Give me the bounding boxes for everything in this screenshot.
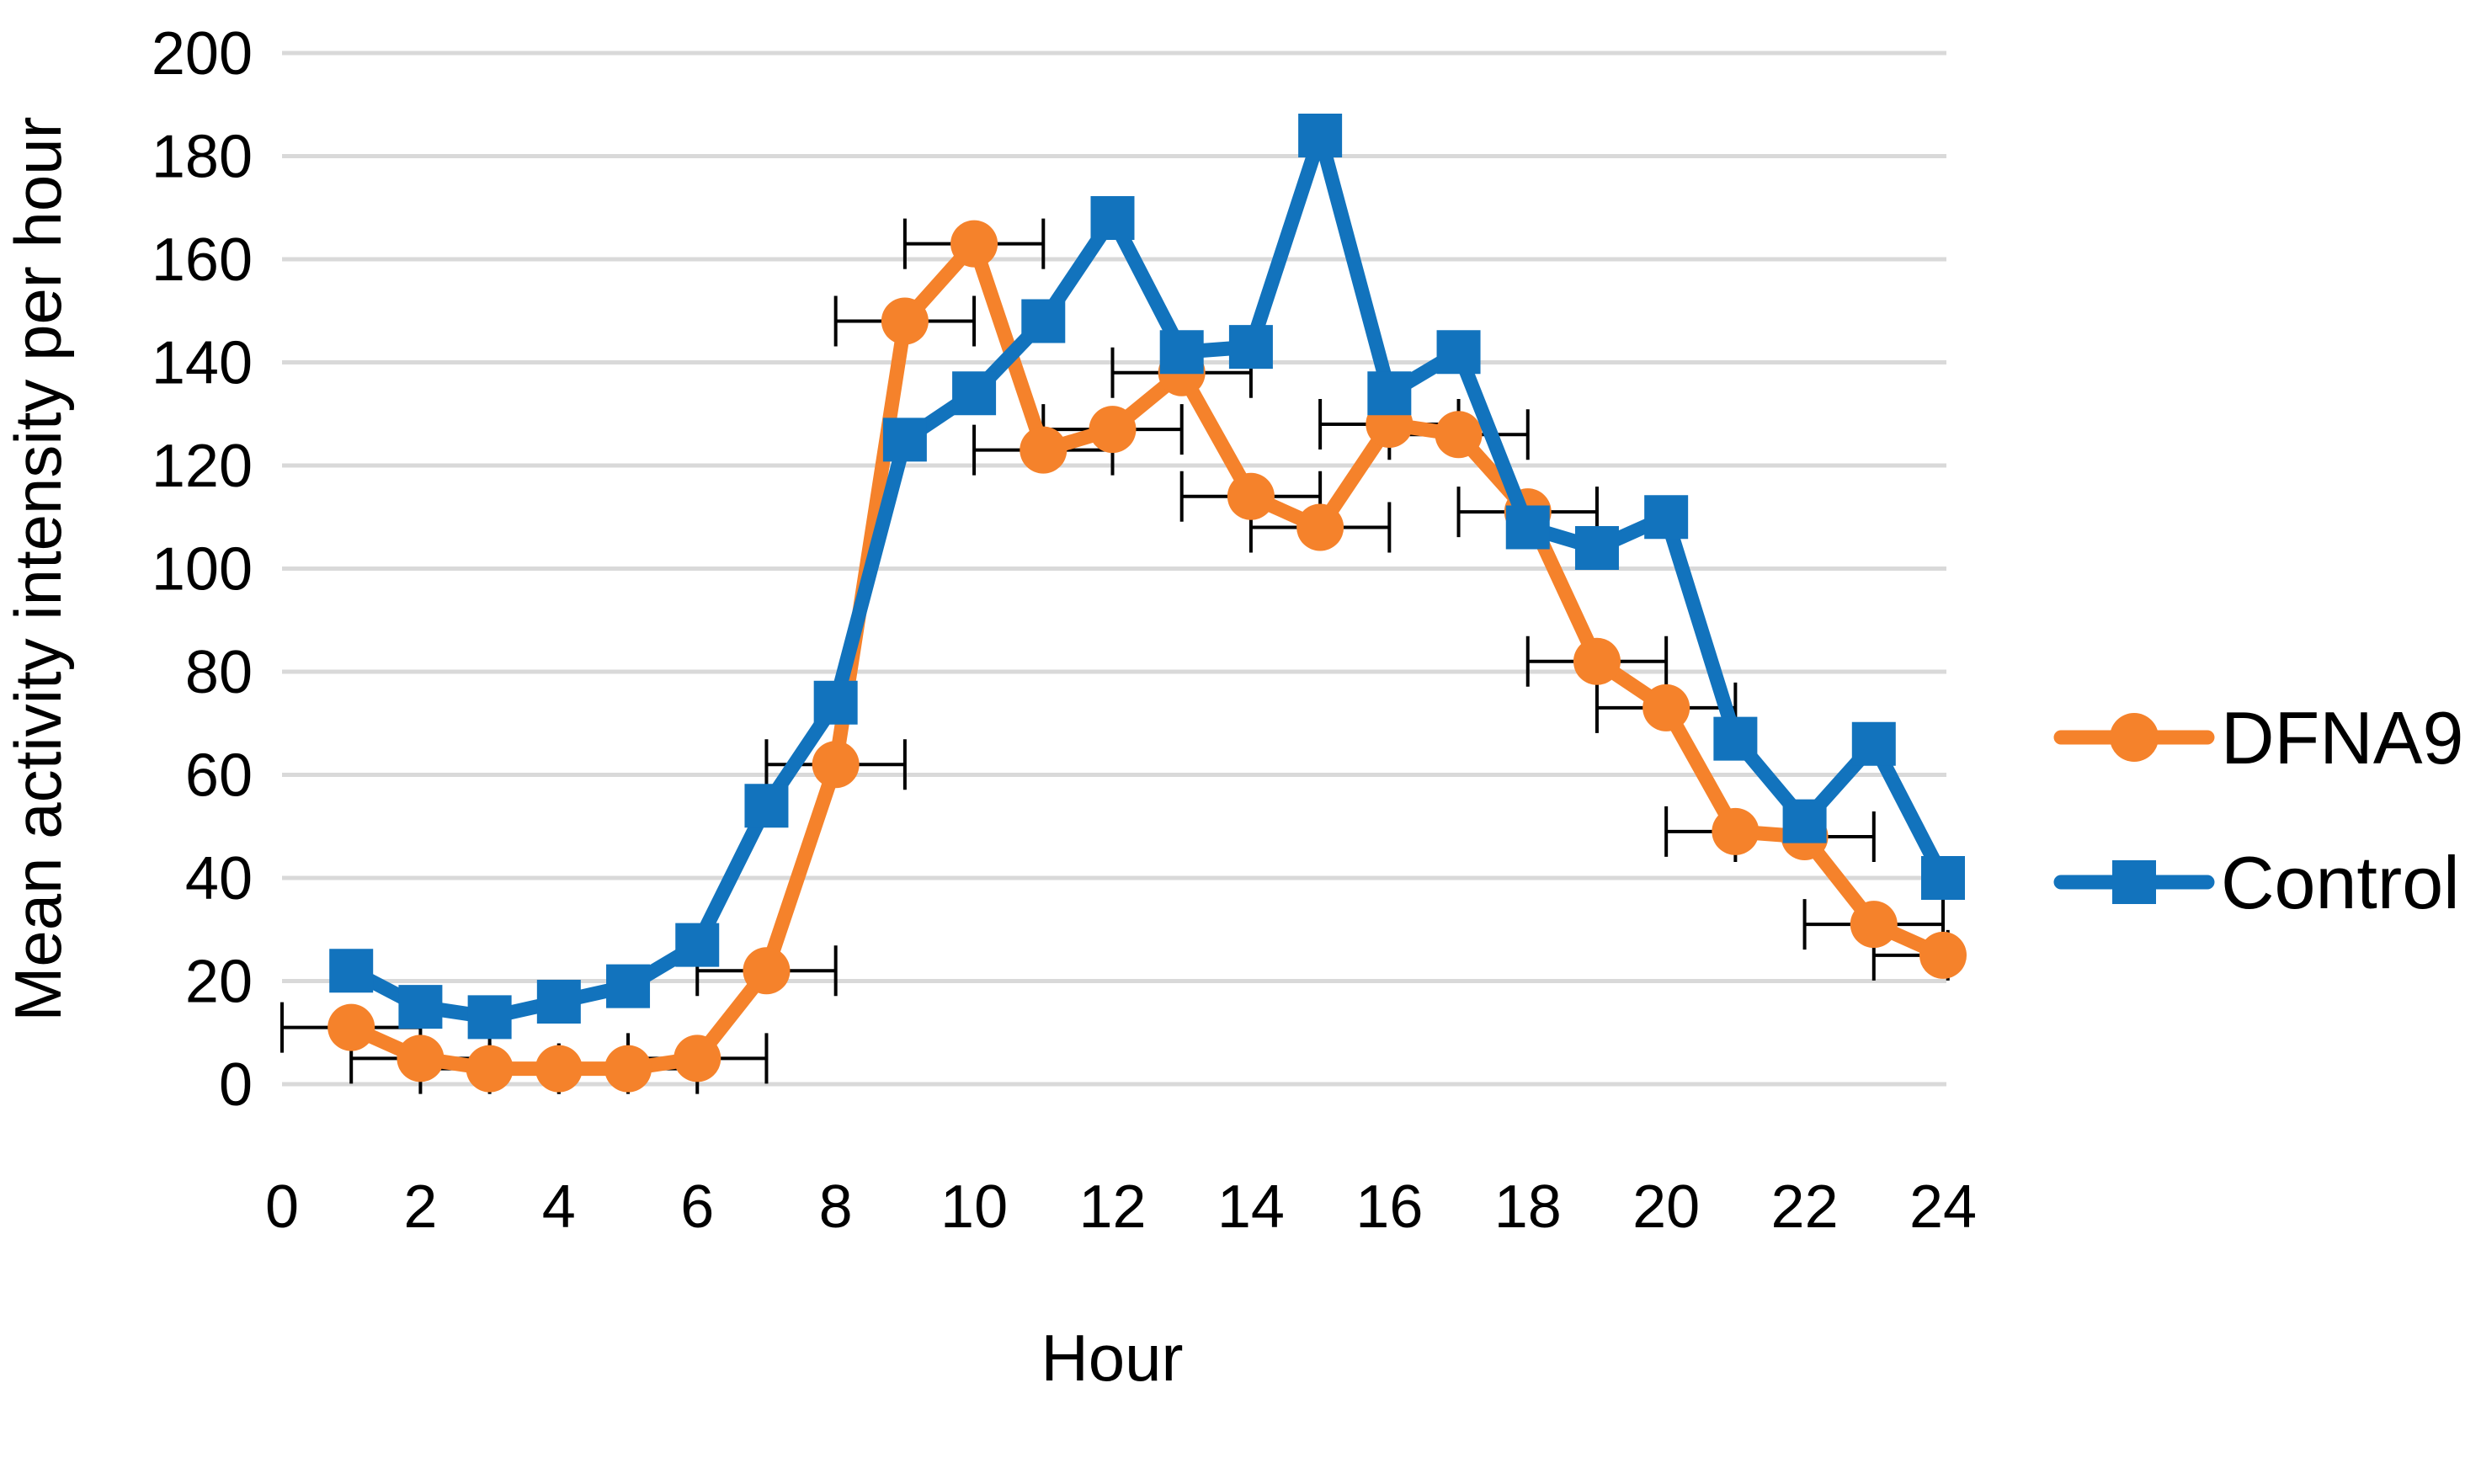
x-tick-label: 14: [1217, 1173, 1285, 1241]
dfna9-circle-marker-icon: [2110, 713, 2159, 762]
y-tick-label: 0: [219, 1051, 253, 1119]
circle-marker-icon: [1642, 683, 1690, 731]
square-marker-icon: [467, 995, 512, 1040]
square-marker-icon: [882, 418, 927, 462]
square-marker-icon: [744, 784, 789, 828]
y-tick-label: 120: [152, 433, 253, 500]
circle-marker-icon: [673, 1035, 721, 1082]
square-marker-icon: [606, 964, 651, 1008]
y-tick-label: 60: [185, 742, 253, 810]
circle-marker-icon: [397, 1035, 445, 1082]
y-tick-label: 40: [185, 845, 253, 912]
square-marker-icon: [536, 980, 581, 1024]
legend: DFNA9 Control: [2053, 696, 2464, 924]
legend-item-dfna9: DFNA9: [2053, 696, 2464, 779]
square-marker-icon: [813, 680, 858, 725]
square-marker-icon: [1782, 799, 1827, 843]
x-tick-label: 18: [1494, 1173, 1562, 1241]
x-tick-label: 6: [680, 1173, 714, 1241]
square-marker-icon: [1644, 495, 1689, 540]
x-tick-label: 20: [1632, 1173, 1700, 1241]
square-marker-icon: [1436, 330, 1481, 375]
x-tick-label: 2: [403, 1173, 437, 1241]
square-marker-icon: [1574, 526, 1619, 570]
circle-marker-icon: [466, 1045, 514, 1093]
circle-marker-icon: [743, 947, 791, 995]
x-axis-tick-labels: 0 2 4 6 8 10 12 14 16 18 20 22 24: [265, 1173, 1977, 1241]
square-marker-icon: [1851, 721, 1896, 766]
x-tick-label: 8: [819, 1173, 853, 1241]
control-line: [343, 128, 1951, 1024]
square-marker-icon: [1159, 330, 1204, 375]
square-marker-icon: [1228, 325, 1273, 370]
y-axis-tick-labels: 0 20 40 60 80 100 120 140 160 180 200: [152, 20, 253, 1119]
circle-marker-icon: [535, 1045, 583, 1093]
y-axis-title: Mean activity intensity per hour: [1, 116, 75, 1021]
legend-item-control: Control: [2053, 841, 2460, 924]
square-marker-icon: [1505, 505, 1550, 550]
x-tick-label: 22: [1771, 1173, 1839, 1241]
circle-marker-icon: [1573, 637, 1621, 685]
square-marker-icon: [329, 949, 374, 993]
square-marker-icon: [1713, 716, 1758, 761]
circle-marker-icon: [1227, 472, 1275, 520]
square-marker-icon: [952, 371, 997, 416]
circle-marker-icon: [604, 1045, 652, 1093]
square-marker-icon: [1090, 196, 1135, 240]
square-marker-icon: [1921, 856, 1965, 900]
y-tick-label: 80: [185, 639, 253, 706]
square-marker-icon: [1367, 371, 1412, 416]
x-axis-title: Hour: [1041, 1321, 1183, 1395]
y-tick-label: 200: [152, 20, 253, 88]
y-tick-label: 140: [152, 330, 253, 397]
square-marker-icon: [675, 923, 720, 967]
y-tick-label: 180: [152, 124, 253, 191]
circle-marker-icon: [1089, 406, 1137, 454]
circle-marker-icon: [812, 741, 860, 789]
square-marker-icon: [398, 985, 443, 1029]
circle-marker-icon: [1020, 426, 1067, 474]
x-tick-label: 4: [542, 1173, 576, 1241]
control-square-marker-icon: [2112, 860, 2156, 904]
x-tick-label: 24: [1909, 1173, 1977, 1241]
y-tick-label: 20: [185, 949, 253, 1016]
series-dfna9: [327, 220, 1967, 1093]
square-marker-icon: [1021, 299, 1066, 343]
x-tick-label: 0: [265, 1173, 299, 1241]
dfna9-error-bars: [280, 218, 1950, 1094]
circle-marker-icon: [1712, 807, 1760, 855]
legend-label-control: Control: [2221, 841, 2460, 924]
x-tick-label: 12: [1078, 1173, 1146, 1241]
circle-marker-icon: [327, 1003, 375, 1051]
circle-marker-icon: [881, 297, 929, 345]
x-tick-label: 10: [940, 1173, 1008, 1241]
series-control: [329, 114, 1965, 1040]
circle-marker-icon: [1435, 411, 1483, 459]
y-tick-label: 160: [152, 226, 253, 294]
circle-marker-icon: [950, 220, 998, 268]
circle-marker-icon: [1919, 931, 1967, 979]
square-marker-icon: [1298, 114, 1343, 157]
y-tick-label: 100: [152, 536, 253, 604]
circle-marker-icon: [1850, 901, 1898, 949]
x-tick-label: 16: [1355, 1173, 1423, 1241]
circle-marker-icon: [1296, 503, 1344, 551]
legend-label-dfna9: DFNA9: [2221, 696, 2464, 779]
